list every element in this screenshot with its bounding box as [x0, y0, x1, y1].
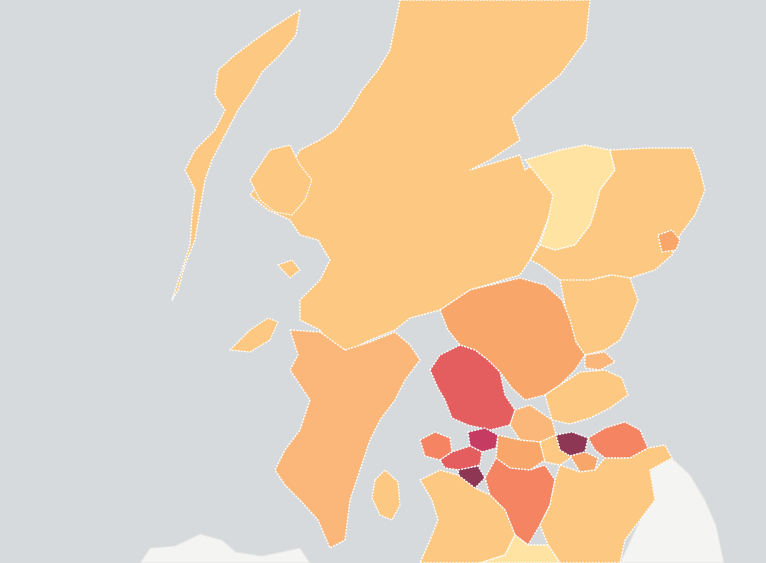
region-argyll-and-bute[interactable] — [274, 329, 421, 549]
region-dumfries-and-galloway[interactable] — [479, 534, 561, 563]
island-skye — [249, 144, 313, 216]
region-falkirk[interactable] — [509, 404, 557, 443]
island-arran — [371, 469, 401, 521]
region-fife[interactable] — [544, 369, 629, 425]
region-inverclyde[interactable] — [419, 431, 453, 461]
island-coll — [276, 259, 301, 279]
region-renfrewshire[interactable] — [439, 445, 483, 471]
region-western-isles[interactable] — [171, 9, 301, 301]
region-stirling[interactable] — [429, 344, 516, 431]
region-angus[interactable] — [559, 274, 639, 356]
region-midlothian[interactable] — [569, 451, 599, 473]
northern-ireland-landmass — [139, 533, 311, 563]
island-mull — [228, 317, 279, 353]
region-dundee[interactable] — [584, 351, 616, 371]
region-edinburgh[interactable] — [555, 431, 589, 457]
region-aberdeen-city[interactable] — [657, 229, 681, 253]
region-aberdeenshire[interactable] — [529, 147, 706, 286]
region-glasgow[interactable] — [467, 427, 499, 453]
